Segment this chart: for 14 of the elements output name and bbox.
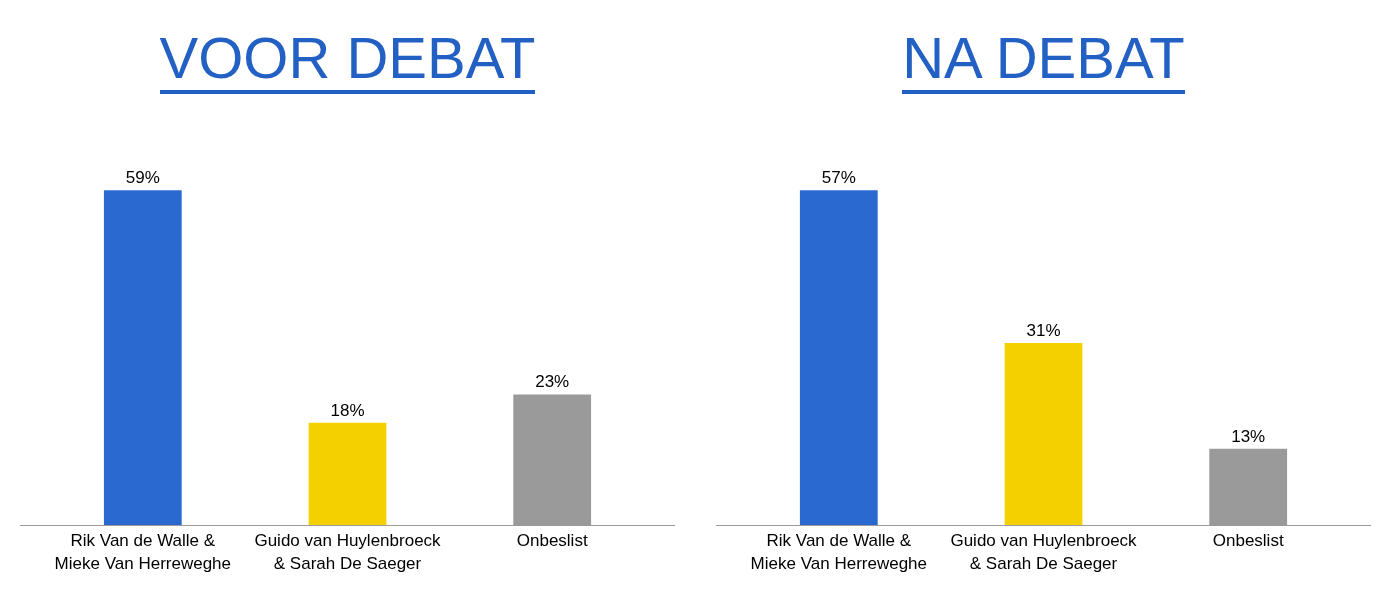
data-label: 59% — [125, 168, 160, 188]
data-label: 23% — [535, 372, 570, 392]
x-tick-label: Onbeslist — [1212, 531, 1284, 551]
chart-title: VOOR DEBAT — [159, 25, 536, 94]
x-tick-label: Guido van Huylenbroeck & Sarah De Saeger — [254, 531, 442, 573]
data-label: 13% — [1231, 426, 1266, 446]
data-label: 31% — [1026, 320, 1061, 340]
x-tick-label: Onbeslist — [516, 531, 588, 551]
chart-title: NA DEBAT — [902, 25, 1185, 94]
x-tick-label: Guido van Huylenbroeck & Sarah De Saeger — [950, 531, 1138, 573]
x-tick-label: Rik Van de Walle & Mieke Van Herreweghe — [750, 531, 928, 573]
data-label: 57% — [821, 168, 856, 188]
data-label: 18% — [330, 400, 365, 420]
x-tick-label: Rik Van de Walle & Mieke Van Herreweghe — [54, 531, 232, 573]
